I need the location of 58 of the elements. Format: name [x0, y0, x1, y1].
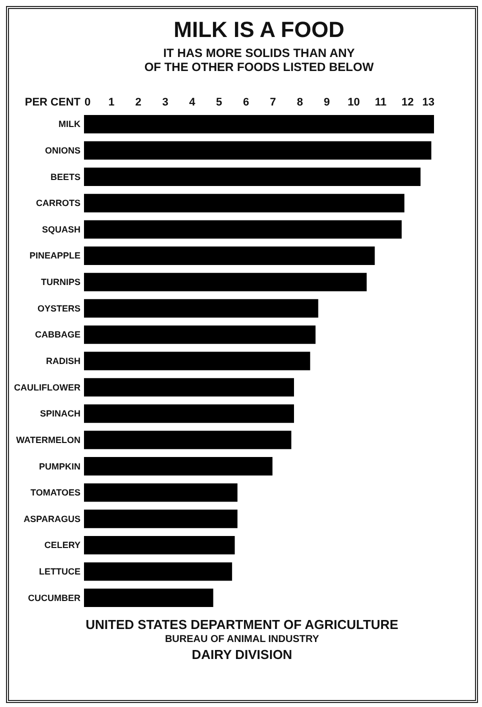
y-tick-label: SPINACH [40, 408, 80, 419]
y-tick-label: ASPARAGUS [24, 514, 80, 524]
bar [84, 168, 421, 186]
bar [84, 536, 235, 554]
y-tick-label: WATERMELON [16, 434, 80, 445]
x-tick-label: 13 [422, 96, 434, 108]
bar [84, 246, 375, 265]
x-tick-label: 1 [108, 96, 114, 108]
bar [84, 194, 404, 212]
y-tick-label: PUMPKIN [38, 461, 80, 472]
chart-title: MILK IS A FOOD [174, 17, 344, 42]
y-tick-label: TURNIPS [40, 277, 80, 288]
bar [84, 299, 318, 318]
bar [84, 483, 238, 502]
bar [84, 404, 294, 423]
bar [84, 114, 434, 134]
y-tick-label: OYSTERS [37, 303, 80, 314]
y-tick-label: RADISH [46, 356, 80, 366]
y-tick-label: PINEAPPLE [29, 250, 80, 261]
x-tick-label: 4 [189, 96, 196, 108]
x-tick-label: 10 [348, 96, 360, 108]
x-tick-label: 2 [135, 96, 142, 108]
bar [84, 430, 292, 450]
bar [84, 352, 310, 370]
text: BUREAU OF ANIMAL INDUSTRY [164, 633, 320, 647]
y-tick-label: LETTUCE [39, 566, 80, 577]
x-tick-label: 5 [216, 96, 222, 108]
x-tick-label: 12 [401, 96, 414, 108]
y-tick-label: BEETS [50, 172, 80, 182]
y-tick-label: CARROTS [36, 198, 80, 208]
y-tick-label: CELERY [44, 540, 80, 550]
text: UNITED STATES DEPARTMENT OF AGRICULTURE [84, 617, 400, 632]
y-tick-label: CUCUMBER [28, 592, 81, 603]
bar [84, 141, 432, 160]
y-tick-label: CAULIFLOWER [14, 382, 81, 392]
x-tick-label: 6 [242, 96, 250, 108]
y-tick-label: ONIONS [44, 145, 80, 156]
x-tick-label: 8 [296, 96, 303, 108]
bar [84, 562, 232, 581]
chart-subtitle: IT HAS MORE SOLIDS THAN ANY OF THE OTHER FOODS LISTED BELOW [144, 46, 374, 74]
bar [84, 220, 402, 239]
x-tick-label: 11 [374, 96, 386, 108]
y-tick-label: TOMATOES [30, 488, 80, 498]
x-tick-label: 0 [84, 96, 91, 108]
bar [84, 457, 272, 476]
bar [84, 378, 294, 397]
bar [84, 272, 367, 292]
y-tick-label: SQUASH [42, 224, 80, 234]
x-tick-label: 3 [162, 96, 168, 108]
y-tick-label: MILK [58, 119, 81, 130]
text: DAIRY DIVISION [190, 647, 294, 662]
y-tick-label: CABBAGE [34, 330, 80, 340]
x-tick-label: 9 [324, 96, 330, 108]
bar [84, 510, 238, 528]
bar [84, 588, 214, 608]
bar [84, 325, 316, 344]
x-tick-label: 7 [270, 96, 276, 108]
x-axis-title: PER CENT [24, 96, 81, 108]
